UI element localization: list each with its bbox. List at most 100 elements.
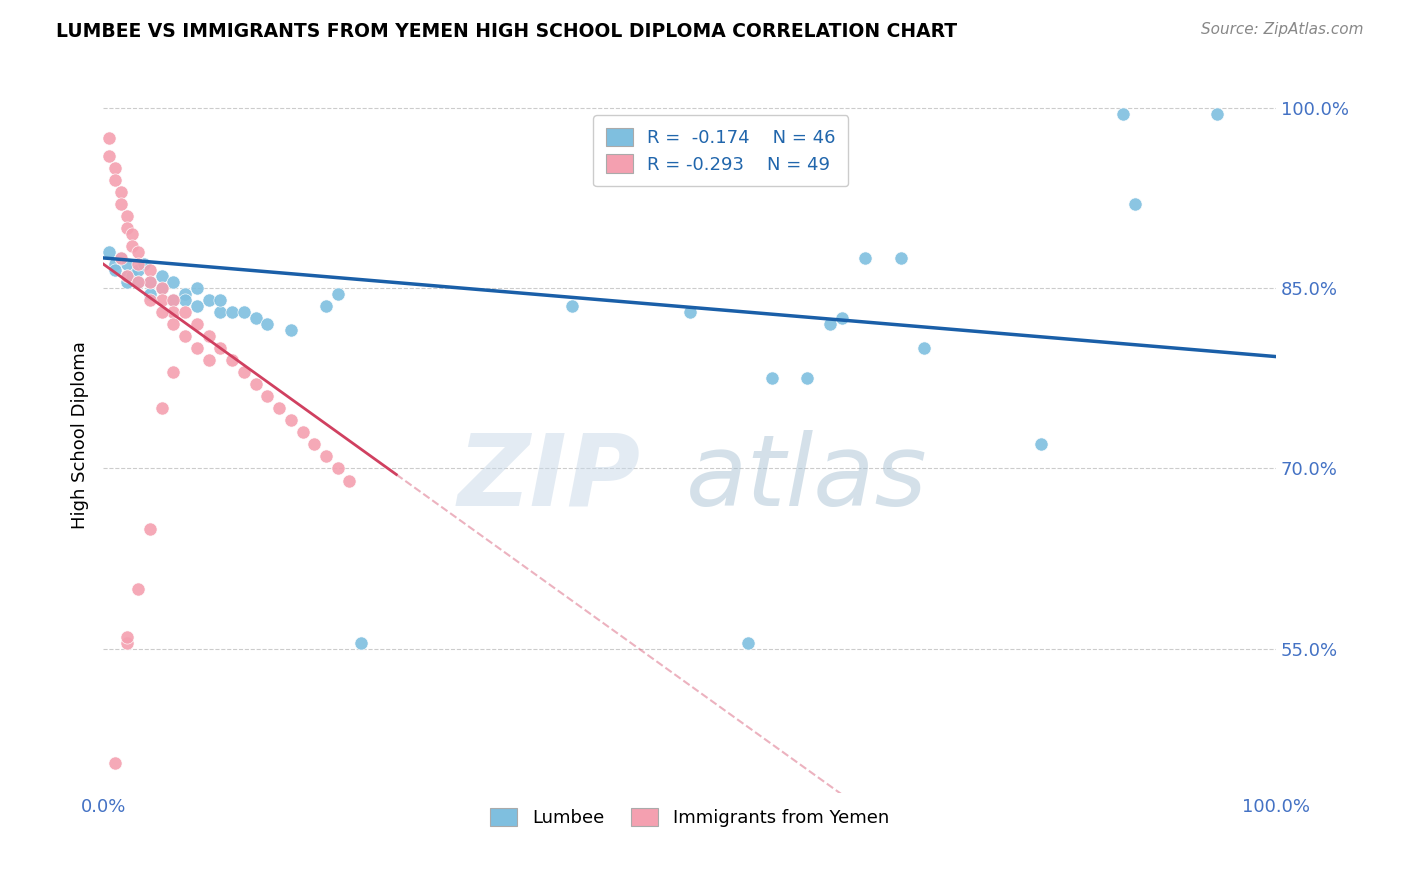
- Point: [104, 172, 127, 186]
- Point: [115, 275, 138, 289]
- Point: [150, 305, 173, 319]
- Point: [912, 341, 935, 355]
- Point: [209, 341, 232, 355]
- Point: [127, 275, 149, 289]
- Point: [115, 257, 138, 271]
- Point: [110, 185, 132, 199]
- Point: [127, 263, 149, 277]
- Text: Source: ZipAtlas.com: Source: ZipAtlas.com: [1201, 22, 1364, 37]
- Point: [186, 299, 208, 313]
- Point: [232, 305, 254, 319]
- Point: [197, 353, 219, 368]
- Point: [162, 293, 184, 307]
- Point: [134, 257, 156, 271]
- Point: [98, 244, 121, 259]
- Point: [1123, 196, 1146, 211]
- Point: [326, 287, 349, 301]
- Point: [761, 371, 783, 385]
- Legend: Lumbee, Immigrants from Yemen: Lumbee, Immigrants from Yemen: [484, 801, 896, 834]
- Point: [150, 281, 173, 295]
- Point: [315, 450, 337, 464]
- Y-axis label: High School Diploma: High School Diploma: [72, 342, 89, 529]
- Point: [831, 311, 853, 326]
- Point: [245, 377, 267, 392]
- Point: [339, 474, 361, 488]
- Point: [162, 305, 184, 319]
- Point: [139, 275, 162, 289]
- Point: [139, 275, 162, 289]
- Point: [197, 329, 219, 343]
- Point: [326, 461, 349, 475]
- Point: [1206, 106, 1229, 120]
- Point: [104, 263, 127, 277]
- Point: [150, 281, 173, 295]
- Point: [121, 268, 143, 283]
- Point: [115, 209, 138, 223]
- Text: atlas: atlas: [686, 430, 928, 527]
- Point: [245, 311, 267, 326]
- Point: [150, 268, 173, 283]
- Point: [110, 196, 132, 211]
- Point: [127, 582, 149, 596]
- Point: [678, 305, 700, 319]
- Point: [174, 329, 197, 343]
- Text: LUMBEE VS IMMIGRANTS FROM YEMEN HIGH SCHOOL DIPLOMA CORRELATION CHART: LUMBEE VS IMMIGRANTS FROM YEMEN HIGH SCH…: [56, 22, 957, 41]
- Point: [232, 365, 254, 379]
- Point: [280, 413, 302, 427]
- Point: [267, 401, 290, 416]
- Point: [139, 293, 162, 307]
- Point: [115, 630, 138, 644]
- Point: [1031, 437, 1053, 451]
- Point: [855, 251, 877, 265]
- Point: [115, 268, 138, 283]
- Point: [98, 130, 121, 145]
- Point: [186, 341, 208, 355]
- Point: [291, 425, 314, 440]
- Point: [127, 257, 149, 271]
- Point: [221, 305, 243, 319]
- Point: [256, 389, 278, 403]
- Point: [104, 161, 127, 175]
- Point: [197, 293, 219, 307]
- Point: [127, 244, 149, 259]
- Point: [110, 251, 132, 265]
- Point: [98, 148, 121, 162]
- Point: [121, 227, 143, 241]
- Point: [209, 293, 232, 307]
- Point: [150, 401, 173, 416]
- Point: [890, 251, 912, 265]
- Point: [162, 275, 184, 289]
- Point: [280, 323, 302, 337]
- Point: [139, 263, 162, 277]
- Point: [796, 371, 818, 385]
- Point: [104, 257, 127, 271]
- Point: [737, 636, 759, 650]
- Text: ZIP: ZIP: [457, 430, 640, 527]
- Point: [302, 437, 325, 451]
- Point: [186, 317, 208, 331]
- Point: [174, 305, 197, 319]
- Point: [162, 317, 184, 331]
- Point: [127, 275, 149, 289]
- Point: [820, 317, 842, 331]
- Point: [139, 287, 162, 301]
- Point: [561, 299, 583, 313]
- Point: [115, 220, 138, 235]
- Point: [209, 305, 232, 319]
- Point: [110, 251, 132, 265]
- Point: [139, 522, 162, 536]
- Point: [186, 281, 208, 295]
- Point: [174, 287, 197, 301]
- Point: [162, 365, 184, 379]
- Point: [315, 299, 337, 313]
- Point: [121, 239, 143, 253]
- Point: [162, 293, 184, 307]
- Point: [174, 293, 197, 307]
- Point: [221, 353, 243, 368]
- Point: [1112, 106, 1135, 120]
- Point: [115, 636, 138, 650]
- Point: [104, 756, 127, 771]
- Point: [350, 636, 373, 650]
- Point: [115, 268, 138, 283]
- Point: [256, 317, 278, 331]
